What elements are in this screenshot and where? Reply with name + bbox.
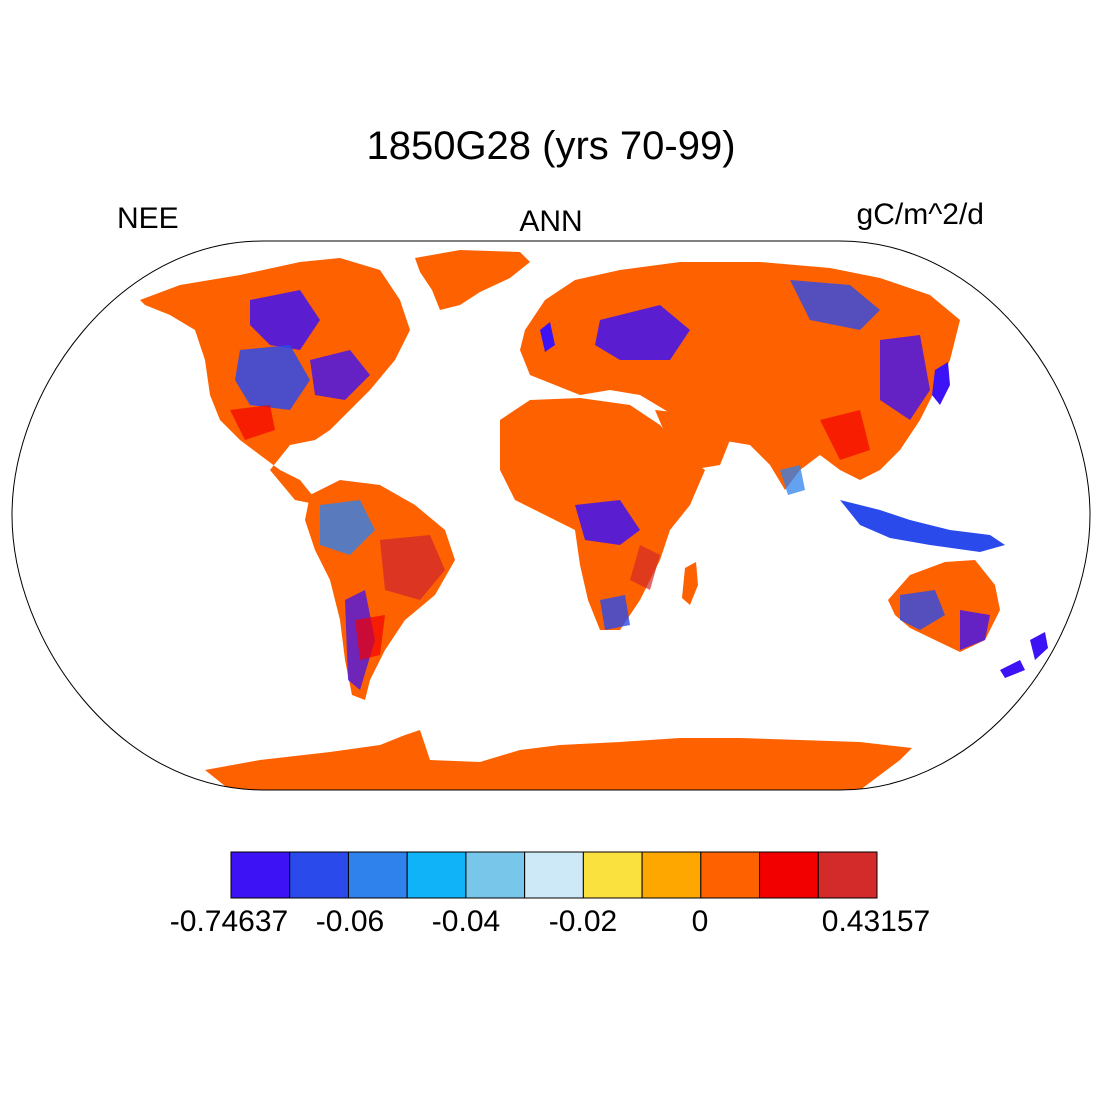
colorbar-tick-label: -0.04 [431,905,501,938]
units-label: gC/m^2/d [856,198,984,231]
colorbar-swatch [700,851,761,899]
uk-landmass [540,322,555,352]
colorbar-swatch [641,851,702,899]
colorbar-swatch [759,851,819,899]
indonesia-landmass [840,500,1005,552]
season-label: ANN [519,205,583,238]
arabia-landmass [655,410,730,470]
colorbar-tick-label: 0.43157 [821,905,931,938]
new-zealand-landmass [1000,632,1048,678]
japan-landmass [932,362,950,405]
land-layer [140,250,1048,790]
colorbar-swatch [347,851,408,899]
colorbar-swatch [230,851,291,899]
colorbar-swatch [289,851,349,899]
antarctica-landmass [205,730,912,790]
colorbar-tick-label: 0 [691,905,709,938]
colorbar-swatch [582,851,643,899]
greenland-landmass [415,250,530,310]
colorbar [230,851,878,899]
colorbar-swatch [406,851,467,899]
colorbar-swatch [817,851,878,899]
variable-label: NEE [117,202,179,235]
map-title: 1850G28 (yrs 70-99) [366,124,736,168]
negative-flux-patches [235,280,990,690]
globe-outline [11,240,1091,791]
colorbar-tick-label: -0.02 [548,905,618,938]
colorbar-swatch [524,851,584,899]
positive-flux-patches [230,405,870,660]
colorbar-tick-label: -0.06 [315,905,385,938]
madagascar-landmass [682,562,698,605]
colorbar-swatch [465,851,526,899]
colorbar-tick-label: -0.74637 [169,905,289,938]
